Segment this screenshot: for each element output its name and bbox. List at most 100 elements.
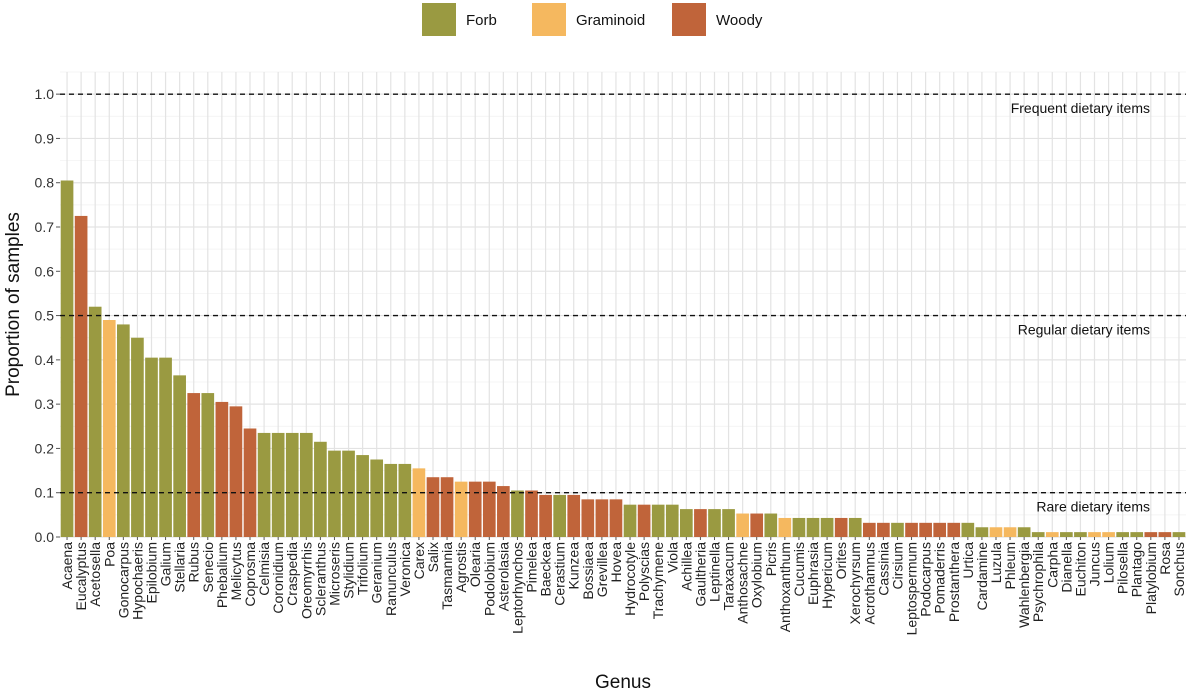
y-tick-label: 0.5 [35, 308, 55, 324]
x-tick-label: Microseris [326, 542, 342, 606]
bar-baeckea [539, 494, 552, 537]
bar-achillea [680, 509, 693, 537]
x-tick-label: Grevillea [594, 542, 610, 597]
x-tick-label: Platylobium [1143, 542, 1159, 614]
y-tick-label: 0.1 [35, 485, 55, 501]
x-tick-label: Picris [763, 542, 779, 576]
y-axis: 0.0 0.1 0.2 0.3 0.4 0.5 0.6 0.7 0.8 0.9 1.0 [35, 86, 60, 545]
x-tick-label: Phebalium [214, 542, 230, 608]
bar-galium [159, 357, 172, 537]
bar-carpha [1045, 532, 1059, 537]
x-tick-label: Ranunculus [383, 542, 399, 616]
bar-taraxacum [722, 509, 735, 537]
bar-stylidium [342, 450, 355, 537]
x-tick-label: Geranium [369, 542, 385, 603]
bar-cerastium [553, 494, 566, 537]
x-tick-label: Asterolasia [495, 542, 511, 611]
bar-orites [834, 517, 848, 537]
bar-asterolasia [497, 486, 510, 537]
x-tick-label: Plantago [1129, 542, 1145, 597]
x-tick-label: Leptinella [706, 542, 722, 602]
legend-label-forb: Forb [466, 12, 497, 29]
bar-anthosachne [736, 513, 749, 537]
plot-panel: Frequent dietary items Regular dietary it… [60, 71, 1186, 538]
x-tick-label: Cerastium [552, 542, 568, 606]
bar-lolium [1102, 532, 1115, 537]
legend-swatch-woody [672, 3, 706, 36]
bar-agrostis [454, 481, 468, 537]
x-tick-label: Taraxacum [721, 542, 737, 610]
bar-prostanthera [947, 522, 961, 537]
bar-sonchus [1172, 532, 1186, 537]
bar-gonocarpus [117, 324, 130, 537]
reference-line-label: Frequent dietary items [1011, 100, 1150, 116]
x-tick-label: Melicytus [228, 542, 244, 600]
legend-swatch-forb [422, 3, 456, 36]
x-tick-label: Anthosachne [735, 542, 751, 624]
bar-geranium [370, 459, 384, 537]
bar-grevillea [595, 499, 609, 537]
bar-anthoxanthum [778, 517, 792, 537]
bar-picris [764, 513, 778, 537]
x-tick-label: Olearia [467, 542, 483, 587]
y-tick-label: 0.4 [35, 352, 55, 368]
bar-hypericum [820, 517, 834, 537]
bar-coprosma [243, 428, 257, 537]
x-tick-label: Celmisia [256, 542, 272, 596]
x-tick-label: Cucumis [791, 542, 807, 596]
bar-cirsium [891, 522, 904, 537]
x-tick-label: Tasmannia [439, 542, 455, 610]
x-tick-label: Scleranthus [312, 542, 328, 616]
y-tick-label: 0.2 [35, 440, 55, 456]
x-tick-label: Psychrophila [1030, 542, 1046, 622]
bar-hydrocotyle [623, 504, 637, 537]
bar-tasmannia [440, 477, 454, 537]
x-tick-label: Sonchus [1171, 542, 1187, 596]
x-tick-label: Orites [833, 542, 849, 579]
bars [60, 180, 1186, 537]
bar-dianella [1060, 532, 1073, 537]
x-tick-label: Rubus [186, 542, 202, 582]
bar-kunzea [567, 494, 581, 537]
bar-cardamine [975, 527, 989, 537]
bar-leptorhynchos [511, 490, 524, 537]
legend-label-graminoid: Graminoid [576, 12, 645, 29]
x-tick-label: Euphrasia [805, 542, 821, 605]
reference-line-label: Rare dietary items [1036, 499, 1150, 515]
x-tick-label: Urtica [960, 542, 976, 579]
reference-lines: Frequent dietary items Regular dietary it… [60, 93, 1186, 515]
bar-celmisia [257, 432, 271, 537]
y-tick-label: 1.0 [35, 86, 55, 102]
bar-hovea [609, 499, 623, 537]
x-tick-label: Phleum [1002, 542, 1018, 589]
bar-pilosella [1116, 532, 1129, 537]
x-axis-title: Genus [595, 672, 651, 693]
bar-scleranthus [314, 441, 327, 537]
bar-wahlenbergia [1017, 527, 1031, 537]
x-tick-label: Gaultheria [692, 542, 708, 607]
bar-pimelea [525, 490, 538, 537]
bar-trachymene [651, 504, 665, 537]
x-tick-label: Cassinia [875, 542, 891, 596]
bar-hypochaeris [131, 337, 144, 537]
x-tick-label: Epilobium [143, 542, 159, 603]
x-tick-label: Acetosella [87, 542, 103, 607]
bar-senecio [201, 393, 215, 537]
x-tick-label: Hypochaeris [129, 542, 145, 620]
x-tick-label: Salix [425, 542, 441, 572]
x-tick-label: Trachymene [650, 542, 666, 620]
x-tick-label: Stellaria [172, 542, 188, 593]
x-tick-label: Carex [411, 542, 427, 579]
bar-oxylobium [750, 513, 764, 537]
bar-viola [665, 504, 679, 537]
x-tick-label: Cardamine [974, 542, 990, 611]
bar-rubus [187, 393, 201, 537]
bar-juncus [1088, 532, 1101, 537]
y-tick-label: 0.7 [35, 219, 55, 235]
x-tick-label: Veronica [397, 542, 413, 597]
y-tick-label: 0.9 [35, 130, 55, 146]
legend-swatch-graminoid [532, 3, 566, 36]
x-tick-label: Wahlenbergia [1016, 542, 1032, 628]
bar-microseris [328, 450, 341, 537]
